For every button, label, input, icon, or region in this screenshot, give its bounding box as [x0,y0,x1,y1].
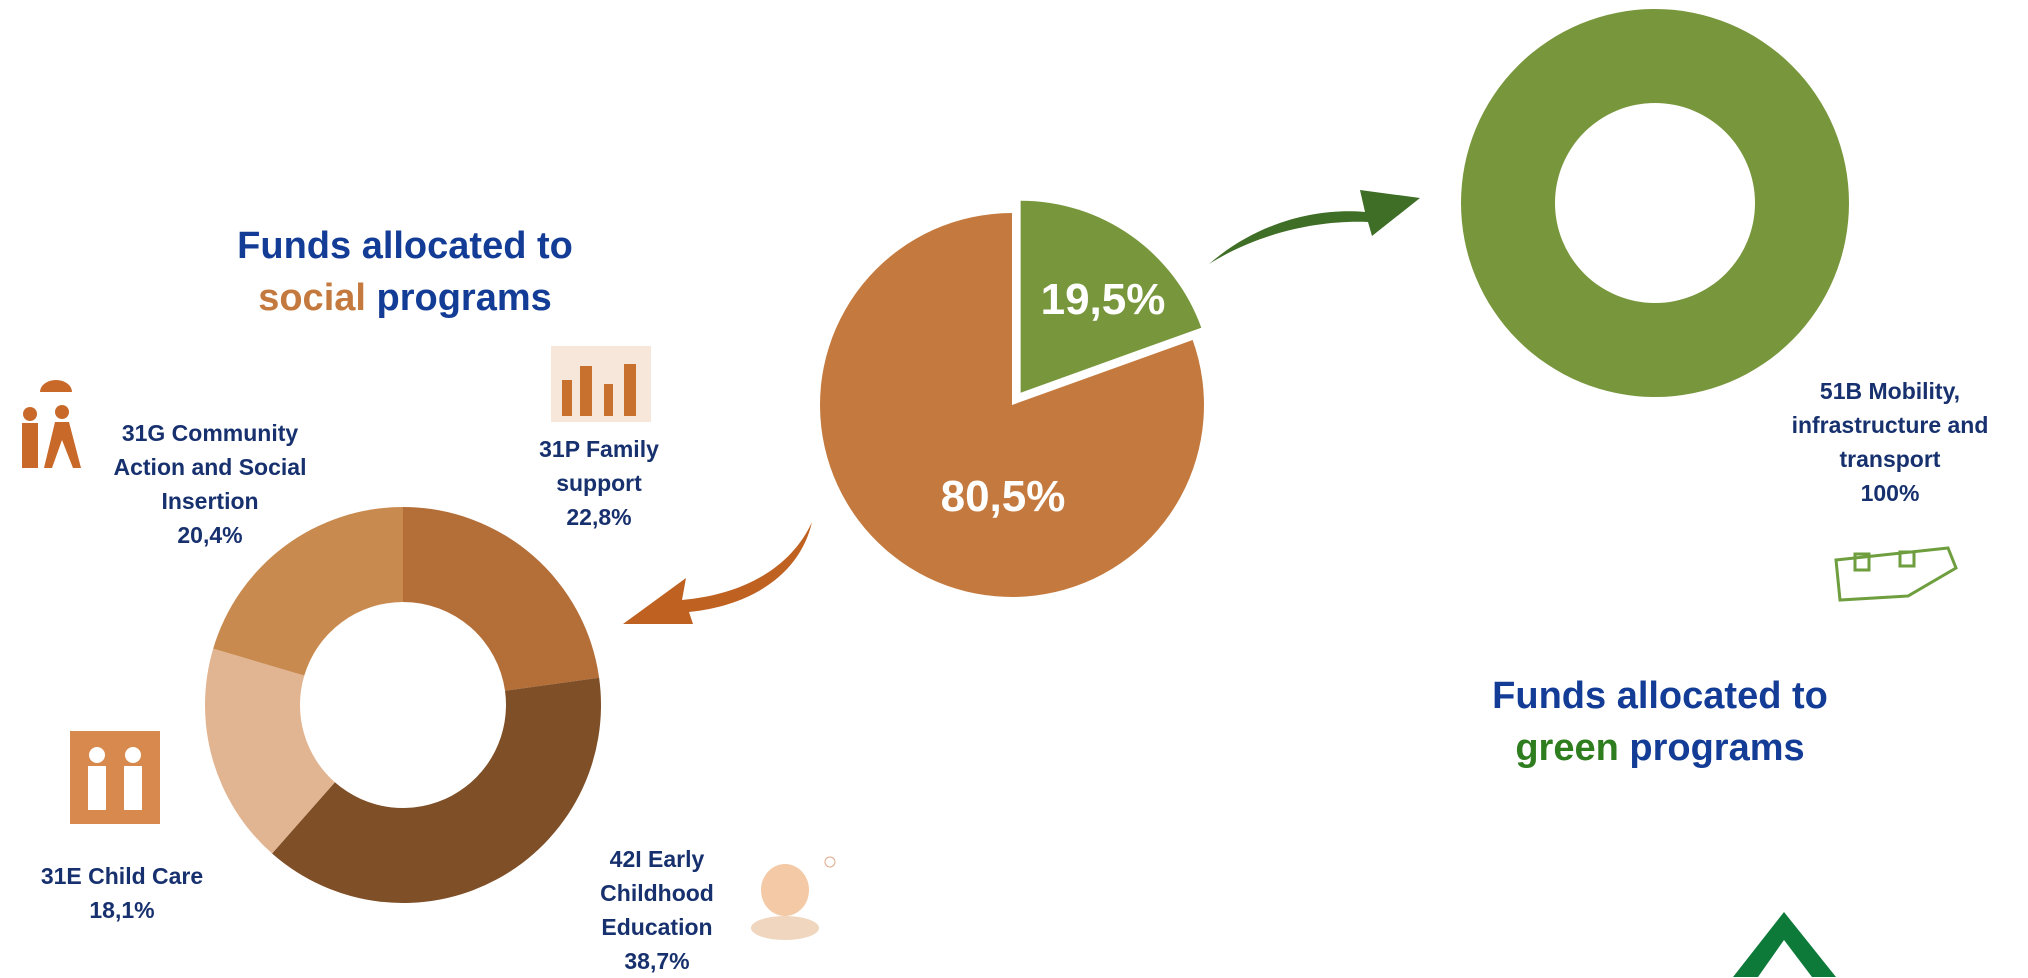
category-label: 42I Early Childhood Education 38,7% [572,842,742,978]
icon-baby [751,856,836,940]
slice [1461,9,1849,397]
title-part: programs [1629,727,1805,769]
category-value: 18,1% [89,897,155,923]
icon-child-care [70,731,160,824]
slice-label: 19,5% [1040,275,1166,324]
logo [1733,912,1836,977]
category-name: 31P Family support [539,436,659,496]
category-name: 31E Child Care [40,863,204,889]
category-label: 51B Mobility, infrastructure and transpo… [1760,374,2020,510]
slice [820,213,1204,597]
icon-community [22,380,81,468]
slice-label: 80,5% [940,472,1066,521]
arrow-orange [623,522,812,624]
title-part: Funds allocated to [1492,675,1828,717]
slice [272,677,602,903]
slice [204,648,335,854]
slice [403,507,600,691]
title-part: green [1515,727,1619,769]
icon-train [1834,546,1958,602]
category-label: 31P Family support 22,8% [514,432,684,534]
category-name: 51B Mobility, infrastructure and transpo… [1791,378,1989,472]
title-part: Funds allocated to [237,225,573,267]
chart-title: Funds allocated to green programs [1492,670,1828,774]
category-value: 20,4% [177,522,243,548]
category-name: 42I Early Childhood Education [600,846,714,940]
slice [213,507,403,676]
chart-title: Funds allocated to social programs [237,220,573,324]
slice [1020,200,1202,393]
title-part: programs [376,277,552,319]
category-value: 38,7% [624,948,690,974]
category-name: 31G Community Action and Social Insertio… [113,420,307,514]
category-value: 22,8% [566,504,632,530]
category-label: 31G Community Action and Social Insertio… [90,416,330,552]
category-value: 100% [1860,480,1920,506]
arrow-green [1209,190,1420,264]
title-part: social [258,277,366,319]
category-label: 31E Child Care 18,1% [22,859,222,927]
icon-family [551,346,651,422]
